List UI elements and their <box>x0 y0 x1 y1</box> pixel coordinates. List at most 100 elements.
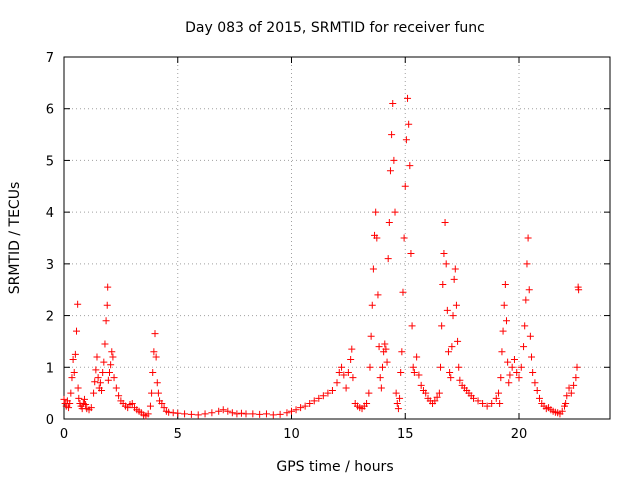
data-point <box>441 218 449 226</box>
data-point <box>276 410 284 418</box>
data-point <box>219 406 227 414</box>
data-point <box>409 363 417 371</box>
data-point <box>283 409 291 417</box>
data-point <box>448 343 456 351</box>
data-point <box>151 330 159 338</box>
data-point <box>575 286 583 294</box>
data-point <box>393 399 401 407</box>
data-point <box>513 368 521 376</box>
data-point <box>375 343 383 351</box>
data-point <box>146 402 154 410</box>
data-point <box>407 250 415 258</box>
data-point <box>169 409 177 417</box>
data-point <box>366 363 374 371</box>
data-point <box>377 384 385 392</box>
y-tick-label: 3 <box>46 258 54 273</box>
data-point <box>335 368 343 376</box>
data-point <box>369 265 377 273</box>
data-point <box>498 348 506 356</box>
data-point <box>338 363 346 371</box>
data-point <box>376 374 384 382</box>
data-point <box>381 340 389 348</box>
data-point <box>504 358 512 366</box>
data-point <box>74 384 82 392</box>
data-point <box>165 408 173 416</box>
data-point <box>502 317 510 325</box>
x-axis-label: GPS time / hours <box>276 459 393 475</box>
data-point <box>422 389 430 397</box>
data-point <box>396 394 404 402</box>
data-point <box>319 392 327 400</box>
data-point <box>444 348 452 356</box>
data-point <box>66 399 74 407</box>
data-point <box>495 389 503 397</box>
data-point <box>108 348 116 356</box>
data-point <box>292 406 300 414</box>
data-point <box>451 265 459 273</box>
data-point <box>297 404 305 412</box>
plot-frame <box>63 56 611 420</box>
data-point <box>474 397 482 405</box>
x-tick-label: 5 <box>174 427 182 442</box>
data-point <box>69 356 77 364</box>
data-point <box>150 348 158 356</box>
data-point <box>201 410 209 418</box>
data-point <box>452 301 460 309</box>
data-point <box>562 399 570 407</box>
data-point <box>242 410 250 418</box>
data-point <box>573 363 581 371</box>
data-point <box>400 234 408 242</box>
data-point <box>363 399 371 407</box>
data-point <box>365 389 373 397</box>
data-point <box>112 384 120 392</box>
y-tick-label: 7 <box>46 51 54 66</box>
data-point <box>397 368 405 376</box>
data-point <box>410 368 418 376</box>
data-point <box>372 208 380 216</box>
data-point <box>496 399 504 407</box>
data-point <box>415 371 423 379</box>
data-point <box>399 288 407 296</box>
data-point <box>488 399 496 407</box>
data-point <box>269 411 277 419</box>
data-point <box>526 332 534 340</box>
data-point <box>447 374 455 382</box>
data-point <box>383 358 391 366</box>
data-point <box>91 378 99 386</box>
data-point <box>96 379 104 387</box>
data-point <box>433 393 441 401</box>
data-point <box>479 399 487 407</box>
data-point <box>435 389 443 397</box>
data-point <box>505 379 513 387</box>
data-point <box>153 379 161 387</box>
data-point <box>224 407 232 415</box>
data-point <box>60 395 68 403</box>
data-point <box>388 131 396 139</box>
data-point <box>408 322 416 330</box>
data-point <box>398 348 406 356</box>
data-point <box>442 260 450 268</box>
x-tick-label: 15 <box>397 427 414 442</box>
data-point <box>572 374 580 382</box>
x-tick-label: 10 <box>283 427 300 442</box>
data-point <box>565 384 573 392</box>
data-point <box>256 410 264 418</box>
data-point <box>531 379 539 387</box>
data-point <box>501 281 509 289</box>
data-point <box>506 371 514 379</box>
data-point <box>262 410 270 418</box>
data-point <box>94 374 102 382</box>
data-point <box>301 402 309 410</box>
data-point <box>208 409 216 417</box>
data-point <box>558 407 566 415</box>
data-point <box>373 234 381 242</box>
data-point <box>82 401 90 409</box>
data-point <box>431 397 439 405</box>
data-point <box>367 332 375 340</box>
data-point <box>510 356 518 364</box>
data-point <box>391 208 399 216</box>
x-tick-label: 20 <box>511 427 528 442</box>
data-point <box>386 167 394 175</box>
data-point <box>405 120 413 128</box>
